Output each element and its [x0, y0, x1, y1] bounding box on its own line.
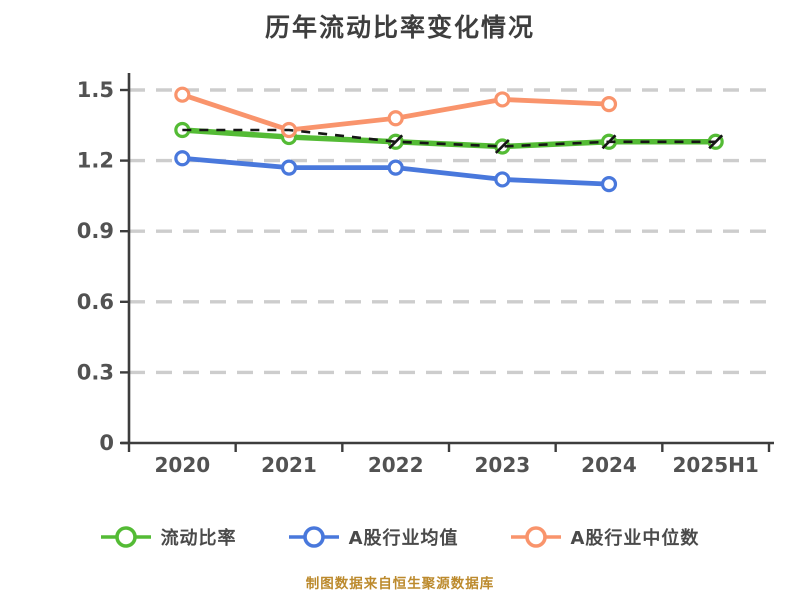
legend-item-a-share-industry-mean[interactable]: A股行业均值 — [288, 524, 459, 550]
overlay-marker-slash — [601, 134, 617, 150]
data-point-a-share-industry-mean-2024 — [600, 176, 618, 193]
data-point-a-share-industry-mean-2023 — [494, 171, 511, 188]
legend-item-current-ratio[interactable]: 流动比率 — [100, 524, 237, 550]
x-category-label: 2025H1 — [673, 453, 759, 477]
x-category-label: 2023 — [474, 453, 530, 477]
x-category-label: 2024 — [581, 453, 637, 477]
a-share-industry-median-legend-marker-icon — [510, 526, 561, 548]
legend-label: A股行业中位数 — [570, 528, 700, 549]
y-tick-label: 1.2 — [77, 149, 114, 173]
current-ratio-legend-marker-icon — [100, 526, 151, 548]
y-tick-label: 0.3 — [77, 360, 114, 384]
legend-label: A股行业均值 — [348, 528, 459, 549]
data-point-a-share-industry-median-2022 — [387, 110, 404, 127]
data-point-a-share-industry-median-2024 — [600, 96, 618, 113]
x-category-label: 2021 — [261, 453, 317, 477]
overlay-dashed-line — [182, 128, 716, 148]
overlay-marker-slash — [494, 139, 510, 154]
x-category-label: 2020 — [154, 453, 210, 477]
overlay-marker-slash — [708, 134, 724, 150]
y-tick-label: 0 — [99, 431, 114, 455]
overlay-marker-slash — [388, 134, 404, 150]
y-tick-label: 1.5 — [77, 78, 114, 102]
chart-title: 历年流动比率变化情况 — [264, 13, 535, 42]
data-point-a-share-industry-mean-2020 — [174, 150, 191, 167]
y-tick-label: 0.6 — [77, 290, 114, 314]
legend: 流动比率 A股行业均值 A股行业中位数 — [0, 514, 800, 560]
data-point-a-share-industry-median-2020 — [174, 86, 191, 103]
x-category-label: 2022 — [368, 453, 424, 477]
data-point-a-share-industry-mean-2022 — [387, 159, 404, 176]
data-point-a-share-industry-mean-2021 — [280, 159, 298, 176]
series-line-current-ratio — [179, 127, 719, 150]
y-tick-label: 0.9 — [77, 219, 114, 243]
data-point-a-share-industry-median-2023 — [494, 91, 511, 108]
legend-item-a-share-industry-median[interactable]: A股行业中位数 — [510, 524, 700, 550]
legend-label: 流动比率 — [160, 528, 237, 549]
data-source-note: 制图数据来自恒生聚源数据库 — [305, 576, 495, 592]
a-share-industry-mean-legend-marker-icon — [288, 526, 339, 548]
